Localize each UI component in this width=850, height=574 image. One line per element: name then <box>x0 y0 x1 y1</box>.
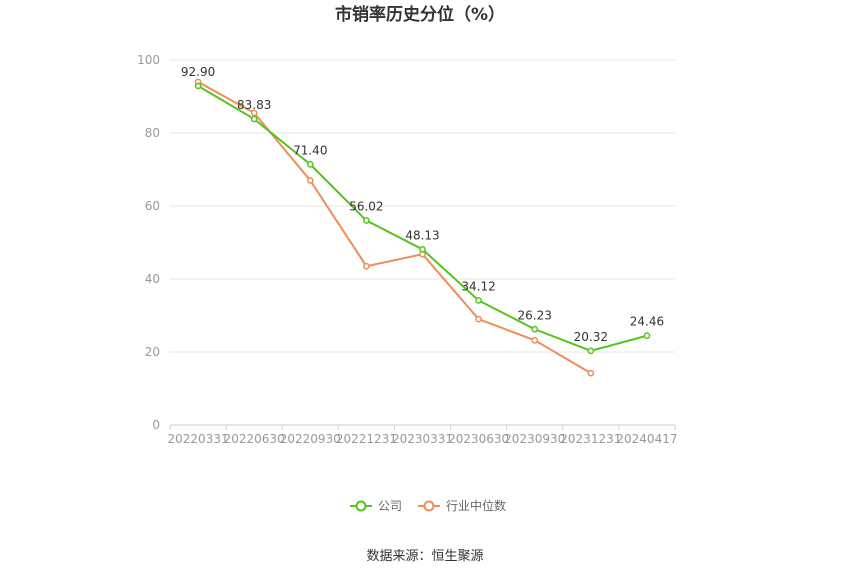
data-point[interactable] <box>194 82 202 90</box>
source-text: 数据来源：恒生聚源 <box>366 549 483 564</box>
legend-label: 行业中位数 <box>446 498 506 513</box>
x-axis: 2022033120220630202209302022123120230331… <box>168 425 677 446</box>
y-tick-label: 80 <box>145 126 160 140</box>
data-label: 56.02 <box>349 200 383 214</box>
legend[interactable]: 公司 行业中位数 <box>350 498 506 513</box>
data-labels: 92.90 83.83 71.40 56.02 48.13 34.12 26.23 20.32… <box>181 65 664 344</box>
x-tick-label: 20230630 <box>448 432 509 446</box>
x-tick-label: 20230930 <box>504 432 565 446</box>
series-line-1 <box>197 81 592 375</box>
data-point[interactable] <box>475 297 482 304</box>
data-label: 20.32 <box>574 330 608 344</box>
legend-marker <box>355 500 367 512</box>
data-point[interactable] <box>475 315 482 323</box>
data-point[interactable] <box>587 369 595 377</box>
data-point[interactable] <box>587 347 595 355</box>
y-axis: 0 20 40 60 80 100 <box>137 53 160 432</box>
data-label: 48.13 <box>405 228 439 242</box>
data-point[interactable] <box>363 217 370 224</box>
data-label: 24.46 <box>630 315 664 329</box>
data-label: 71.40 <box>293 143 327 157</box>
data-point[interactable] <box>250 115 258 123</box>
y-tick-label: 60 <box>145 199 160 213</box>
data-label: 83.83 <box>237 98 271 112</box>
legend-item-1[interactable]: 行业中位数 <box>418 498 506 513</box>
x-tick-label: 20220930 <box>280 432 341 446</box>
x-tick-label: 20220331 <box>168 432 229 446</box>
chart-title: 市销率历史分位（%） <box>335 4 505 25</box>
data-point[interactable] <box>419 245 426 253</box>
data-point[interactable] <box>306 161 314 168</box>
x-tick-label: 20230331 <box>392 432 453 446</box>
data-label: 34.12 <box>461 279 495 293</box>
data-label: 26.23 <box>518 308 552 322</box>
x-tick-label: 20220630 <box>224 432 285 446</box>
x-tick-label: 20221231 <box>336 432 397 446</box>
data-label: 92.90 <box>181 65 215 79</box>
y-tick-label: 20 <box>145 345 160 359</box>
y-tick-label: 100 <box>137 53 160 67</box>
data-point[interactable] <box>531 336 539 344</box>
legend-marker <box>423 500 435 512</box>
y-tick-label: 40 <box>145 272 160 286</box>
x-tick-label: 20240417 <box>616 432 677 446</box>
data-point[interactable] <box>250 109 258 117</box>
data-point[interactable] <box>531 325 539 333</box>
y-tick-label: 0 <box>152 418 160 432</box>
x-tick-label: 20231231 <box>560 432 621 446</box>
data-point[interactable] <box>363 262 370 270</box>
legend-label: 公司 <box>378 499 402 513</box>
data-point[interactable] <box>643 332 651 340</box>
data-point[interactable] <box>306 177 314 184</box>
legend-item-0[interactable]: 公司 <box>350 499 402 513</box>
series-layer <box>194 78 651 377</box>
